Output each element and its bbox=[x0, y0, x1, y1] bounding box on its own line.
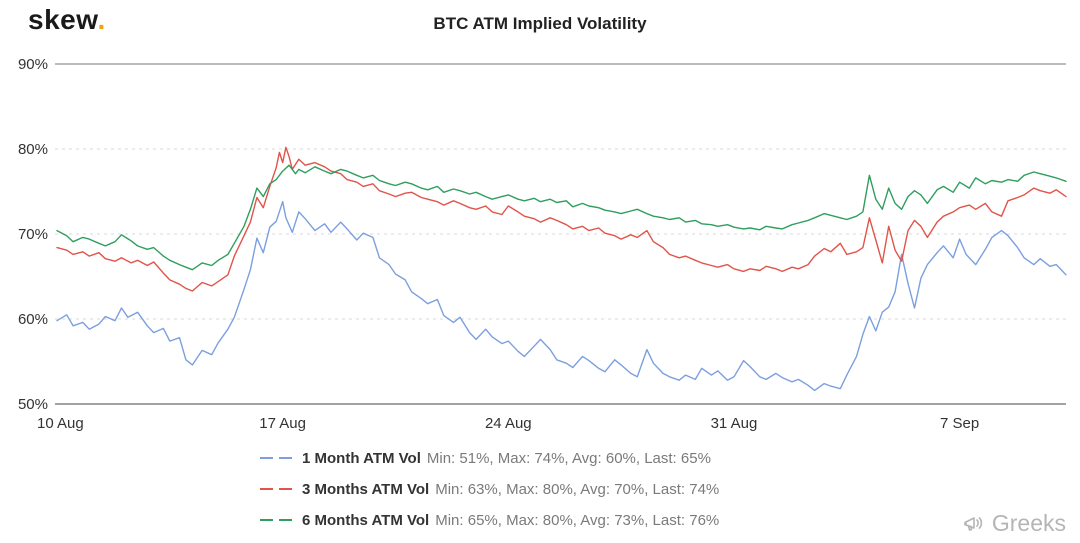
series-line-2 bbox=[56, 146, 1067, 292]
y-tick-label: 80% bbox=[18, 141, 48, 158]
volatility-line-chart: 50% 60% 70% 80% 90% 10 Aug 17 Aug 24 Aug 31 Aug 7… bbox=[18, 56, 1067, 432]
header: skew. BTC ATM Implied Volatility bbox=[0, 0, 1080, 46]
legend-item-1[interactable]: 1 Month ATM Vol Min: 51%, Max: 74%, Avg: … bbox=[260, 444, 820, 472]
y-tick-label: 90% bbox=[18, 56, 48, 73]
legend-item-3[interactable]: 6 Months ATM Vol Min: 65%, Max: 80%, Avg:… bbox=[260, 506, 820, 534]
chart-plot-area: 50% 60% 70% 80% 90% 10 Aug 17 Aug 24 Aug 31 Aug 7… bbox=[0, 46, 1080, 434]
x-tick-label: 24 Aug bbox=[485, 415, 532, 432]
x-tick-label: 17 Aug bbox=[259, 415, 306, 432]
legend-series-stats: Min: 51%, Max: 74%, Avg: 60%, Last: 65% bbox=[426, 449, 711, 467]
legend-series-name: 1 Month ATM Vol bbox=[302, 449, 421, 467]
legend-series-stats: Min: 63%, Max: 80%, Avg: 70%, Last: 74% bbox=[435, 480, 720, 498]
legend-line-swatch bbox=[260, 519, 292, 521]
legend-series-stats: Min: 65%, Max: 80%, Avg: 73%, Last: 76% bbox=[435, 511, 720, 529]
y-tick-label: 50% bbox=[18, 396, 48, 413]
legend-item-2[interactable]: 3 Months ATM Vol Min: 63%, Max: 80%, Avg:… bbox=[260, 475, 820, 503]
chart-title: BTC ATM Implied Volatility bbox=[433, 14, 647, 33]
watermark: Greeks bbox=[962, 510, 1066, 537]
y-tick-label: 70% bbox=[18, 226, 48, 243]
logo-dot: . bbox=[97, 4, 106, 35]
chart-legend: 1 Month ATM Vol Min: 51%, Max: 74%, Avg: … bbox=[0, 444, 1080, 534]
watermark-text: Greeks bbox=[991, 510, 1066, 536]
x-tick-label: 31 Aug bbox=[711, 415, 758, 432]
legend-series-name: 6 Months ATM Vol bbox=[302, 511, 430, 529]
legend-line-swatch bbox=[260, 457, 292, 459]
x-tick-label: 10 Aug bbox=[37, 415, 84, 432]
legend-line-swatch bbox=[260, 488, 292, 490]
series-line-1 bbox=[56, 200, 1067, 392]
skew-logo: skew. bbox=[28, 4, 106, 36]
x-tick-label: 7 Sep bbox=[940, 415, 979, 432]
megaphone-icon bbox=[964, 516, 983, 531]
legend-series-name: 3 Months ATM Vol bbox=[302, 480, 430, 498]
series-line-3 bbox=[56, 164, 1067, 271]
y-tick-label: 60% bbox=[18, 311, 48, 328]
logo-text: skew bbox=[28, 4, 98, 35]
